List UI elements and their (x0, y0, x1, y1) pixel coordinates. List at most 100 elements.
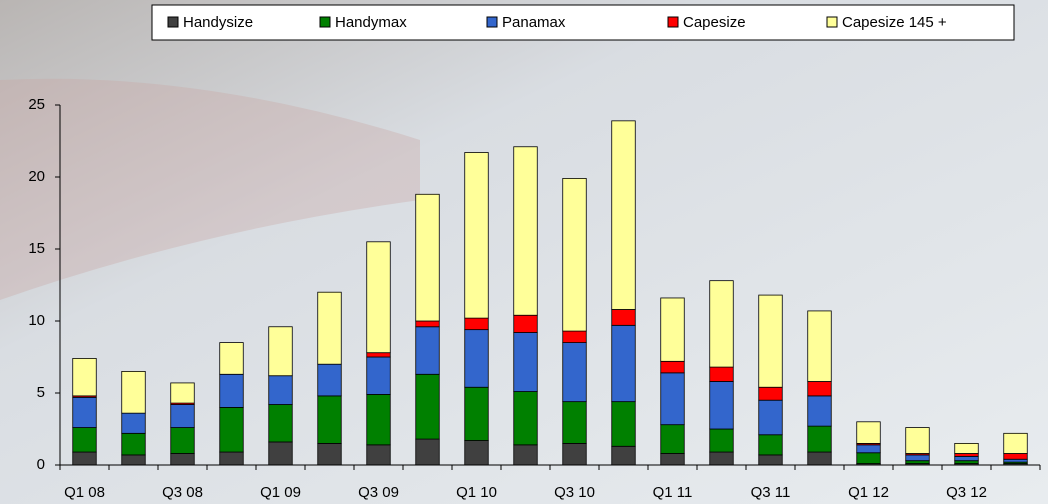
x-tick-label: Q3 08 (162, 484, 203, 501)
bar-segment (171, 383, 195, 403)
legend-swatch (827, 17, 837, 27)
legend-swatch (668, 17, 678, 27)
bar-segment (367, 242, 391, 353)
bar-segment (220, 343, 244, 375)
bar-segment (710, 281, 734, 367)
x-tick-label: Q1 10 (456, 484, 497, 501)
page: {"chart_data": {"type": "stacked_bar", "… (0, 0, 1048, 504)
bar-segment (906, 428, 930, 454)
bar-segment (808, 311, 832, 382)
legend-swatch (320, 17, 330, 27)
bar-segment (955, 453, 979, 456)
bar-segment (759, 400, 783, 435)
bar-segment (710, 429, 734, 452)
bar-segment (122, 371, 146, 413)
bar-segment (710, 367, 734, 381)
bar-segment (808, 396, 832, 426)
bar-segment (955, 456, 979, 460)
bar-segment (661, 298, 685, 361)
x-tick-label: Q1 11 (653, 484, 693, 501)
bar-segment (318, 396, 342, 444)
bar-segment (171, 405, 195, 428)
bar-segment (759, 435, 783, 455)
bar-segment (73, 397, 97, 427)
legend-label: Panamax (502, 14, 566, 31)
bar-segment (906, 461, 930, 464)
x-tick-label: Q3 09 (358, 484, 399, 501)
bar-segment (808, 426, 832, 452)
chart: Handysize Handymax Panamax Capesize Capesize… (0, 0, 1048, 504)
bar-segment (563, 178, 587, 331)
bar-segment (612, 402, 636, 447)
bar-segment (1004, 433, 1028, 453)
bar-segment (465, 318, 489, 330)
bar-segment (416, 321, 440, 327)
y-tick-label: 25 (28, 96, 45, 113)
bar-segment (367, 353, 391, 357)
bar-segment (416, 327, 440, 375)
y-tick-label: 5 (37, 384, 45, 401)
legend-swatch (487, 17, 497, 27)
legend-label: Handymax (335, 14, 407, 31)
bar-segment (367, 445, 391, 465)
x-tick-label: Q1 09 (260, 484, 301, 501)
bar-segment (269, 376, 293, 405)
bar-segment (269, 442, 293, 465)
legend-label: Capesize 145 + (842, 14, 947, 31)
legend-label: Capesize (683, 14, 746, 31)
x-tick-label: Q1 12 (848, 484, 889, 501)
bar-segment (710, 381, 734, 429)
bar-segment (73, 452, 97, 465)
bar-segment (563, 343, 587, 402)
bar-segment (808, 452, 832, 465)
bar-segment (318, 443, 342, 465)
y-tick-label: 10 (28, 312, 45, 329)
bar-segment (563, 331, 587, 343)
bar-segment (661, 453, 685, 465)
bar-segment (661, 361, 685, 373)
bar-segment (857, 422, 881, 444)
bar-segment (416, 374, 440, 439)
x-tick-label: Q3 12 (946, 484, 987, 501)
bar-segment (220, 407, 244, 452)
bar-segment (367, 394, 391, 444)
bar-segment (465, 441, 489, 465)
bar-segment (514, 333, 538, 392)
bar-segment (710, 452, 734, 465)
bar-segment (661, 425, 685, 454)
bar-segment (220, 374, 244, 407)
bar-segment (514, 392, 538, 445)
bar-segment (906, 455, 930, 461)
x-tick-label: Q3 10 (554, 484, 595, 501)
bar-segment (465, 387, 489, 440)
bar-segment (269, 405, 293, 442)
legend-label: Handysize (183, 14, 253, 31)
bar-segment (955, 461, 979, 464)
bar-segment (759, 387, 783, 400)
bar-segment (1004, 453, 1028, 459)
y-tick-label: 15 (28, 240, 45, 257)
bar-segment (857, 453, 881, 464)
bar-segment (612, 121, 636, 310)
bar-segment (955, 443, 979, 453)
bar-segment (171, 428, 195, 454)
bar-segment (465, 330, 489, 388)
y-tick-label: 20 (28, 168, 45, 185)
bar-segment (465, 153, 489, 319)
bar-segment (612, 325, 636, 401)
bar-segment (318, 364, 342, 396)
bar-segment (318, 292, 342, 364)
bar-segment (563, 402, 587, 444)
bar-segment (563, 443, 587, 465)
bar-segment (122, 455, 146, 465)
bar-segment (122, 413, 146, 433)
bar-segment (73, 358, 97, 395)
x-tick-label: Q1 08 (64, 484, 105, 501)
legend-swatch (168, 17, 178, 27)
bar-segment (759, 295, 783, 387)
y-tick-label: 0 (37, 456, 45, 473)
bar-segment (269, 327, 293, 376)
bar-segment (220, 452, 244, 465)
bar-segment (416, 194, 440, 321)
bar-segment (514, 315, 538, 332)
